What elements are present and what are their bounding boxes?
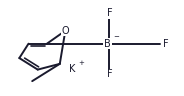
Text: F: F — [107, 8, 112, 18]
Text: K: K — [70, 64, 76, 74]
Text: F: F — [163, 39, 168, 49]
Text: B: B — [104, 39, 111, 49]
Text: F: F — [107, 69, 112, 79]
Text: O: O — [61, 26, 69, 36]
Text: −: − — [114, 34, 119, 40]
Text: +: + — [78, 60, 84, 66]
